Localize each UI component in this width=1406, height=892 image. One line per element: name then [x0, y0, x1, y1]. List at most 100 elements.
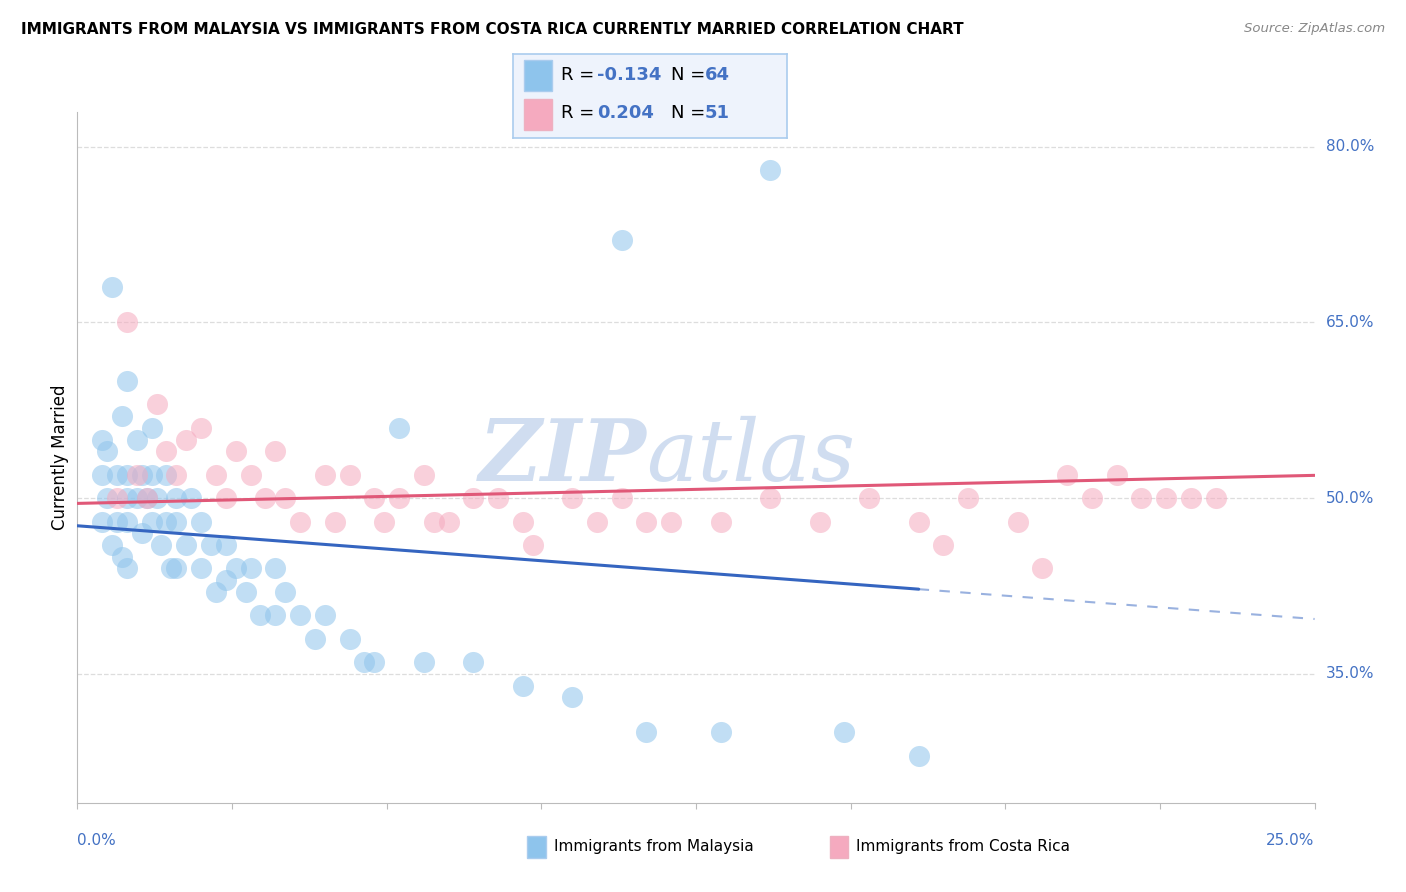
Text: N =: N =: [671, 104, 711, 122]
Point: [174, 433, 197, 447]
Point: [96, 444, 118, 458]
Point: [1081, 491, 1104, 505]
Point: [339, 467, 361, 482]
Point: [160, 561, 183, 575]
Text: 0.204: 0.204: [596, 104, 654, 122]
Text: ZIP: ZIP: [478, 416, 647, 499]
Point: [200, 538, 222, 552]
Point: [215, 491, 238, 505]
Point: [932, 538, 955, 552]
Point: [141, 421, 163, 435]
Point: [1105, 467, 1128, 482]
Point: [155, 467, 177, 482]
Point: [288, 515, 311, 529]
Point: [1007, 515, 1029, 529]
Point: [561, 491, 583, 505]
Point: [165, 561, 187, 575]
Point: [165, 515, 187, 529]
Point: [659, 515, 682, 529]
Point: [155, 444, 177, 458]
Point: [225, 561, 247, 575]
Point: [254, 491, 277, 505]
Point: [135, 491, 157, 505]
Point: [437, 515, 460, 529]
Point: [115, 374, 138, 388]
Point: [388, 491, 411, 505]
Point: [561, 690, 583, 705]
Point: [463, 491, 485, 505]
Point: [115, 491, 138, 505]
Point: [710, 725, 733, 739]
Text: Immigrants from Malaysia: Immigrants from Malaysia: [554, 839, 754, 855]
Point: [190, 561, 212, 575]
Point: [131, 526, 153, 541]
Point: [1031, 561, 1053, 575]
Point: [225, 444, 247, 458]
Point: [610, 233, 633, 247]
Point: [155, 515, 177, 529]
Point: [239, 561, 262, 575]
Point: [808, 515, 831, 529]
Point: [190, 515, 212, 529]
Point: [105, 515, 128, 529]
Point: [125, 467, 148, 482]
Point: [135, 491, 157, 505]
Point: [131, 467, 153, 482]
Point: [205, 585, 228, 599]
Point: [907, 515, 929, 529]
Point: [165, 467, 187, 482]
Point: [957, 491, 980, 505]
Text: 65.0%: 65.0%: [1326, 315, 1374, 330]
Text: IMMIGRANTS FROM MALAYSIA VS IMMIGRANTS FROM COSTA RICA CURRENTLY MARRIED CORRELA: IMMIGRANTS FROM MALAYSIA VS IMMIGRANTS F…: [21, 22, 963, 37]
Point: [264, 561, 287, 575]
Point: [91, 467, 114, 482]
Point: [101, 538, 124, 552]
Point: [274, 491, 297, 505]
Point: [412, 655, 434, 669]
Point: [512, 679, 534, 693]
Point: [759, 163, 782, 178]
Text: 50.0%: 50.0%: [1326, 491, 1374, 506]
Point: [91, 515, 114, 529]
Point: [463, 655, 485, 669]
Point: [388, 421, 411, 435]
Point: [141, 467, 163, 482]
Point: [907, 748, 929, 763]
Text: Immigrants from Costa Rica: Immigrants from Costa Rica: [856, 839, 1070, 855]
Text: Source: ZipAtlas.com: Source: ZipAtlas.com: [1244, 22, 1385, 36]
Point: [239, 467, 262, 482]
Text: 51: 51: [706, 104, 730, 122]
Point: [111, 409, 134, 424]
Point: [486, 491, 509, 505]
Point: [353, 655, 375, 669]
Point: [1205, 491, 1227, 505]
Point: [759, 491, 782, 505]
Point: [512, 515, 534, 529]
Point: [834, 725, 856, 739]
Point: [710, 515, 733, 529]
Point: [125, 491, 148, 505]
Point: [101, 280, 124, 294]
Point: [636, 515, 658, 529]
Point: [264, 444, 287, 458]
Point: [115, 515, 138, 529]
Point: [145, 397, 167, 411]
Point: [314, 608, 336, 623]
Point: [274, 585, 297, 599]
Point: [125, 433, 148, 447]
Point: [610, 491, 633, 505]
Point: [141, 515, 163, 529]
FancyBboxPatch shape: [524, 61, 551, 91]
Text: 0.0%: 0.0%: [77, 833, 117, 848]
Point: [165, 491, 187, 505]
Point: [111, 549, 134, 564]
Point: [586, 515, 609, 529]
Point: [858, 491, 880, 505]
Point: [105, 491, 128, 505]
Point: [373, 515, 395, 529]
Point: [422, 515, 444, 529]
Point: [96, 491, 118, 505]
Point: [145, 491, 167, 505]
Point: [1130, 491, 1153, 505]
Point: [190, 421, 212, 435]
